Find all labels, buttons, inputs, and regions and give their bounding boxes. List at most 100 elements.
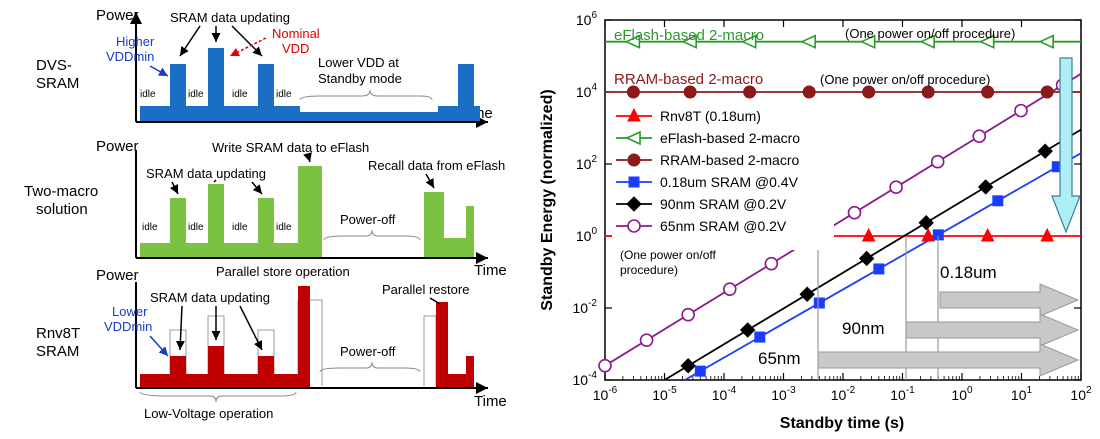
xlabel: Time — [474, 393, 507, 410]
legend-label: Rnv8T (0.18um) — [660, 108, 761, 124]
annotation-parallel-store: Parallel store operation — [216, 264, 350, 279]
legend-label: 90nm SRAM @0.2V — [660, 196, 787, 212]
legend-label: RRAM-based 2-macro — [660, 152, 799, 168]
power-trace — [140, 166, 322, 257]
data-point — [624, 34, 641, 49]
data-point — [626, 196, 642, 212]
annotation-90nm: 90nm — [842, 319, 885, 338]
data-point — [681, 307, 695, 322]
data-point — [626, 85, 640, 99]
annotation-eflash-procedure: (One power on/off procedure) — [845, 26, 1015, 41]
data-point — [921, 85, 935, 99]
y-tick-label: 10-2 — [573, 298, 598, 316]
idle-label: idle — [276, 222, 292, 233]
idle-label: idle — [232, 89, 248, 100]
power-trace-restore — [436, 302, 474, 387]
data-point — [754, 331, 766, 343]
y-axis-label: Standby Energy (normalized) — [539, 89, 556, 310]
data-point — [743, 85, 757, 99]
row-label: DVS-SRAM — [36, 57, 79, 92]
legend-label: 65nm SRAM @0.2V — [660, 218, 787, 234]
data-point — [1014, 103, 1028, 118]
data-point — [930, 154, 945, 169]
y-tick-label: 102 — [576, 154, 598, 172]
row-label: Rnv8T SRAM — [36, 325, 80, 360]
x-tick-label: 10-3 — [771, 385, 796, 403]
energy-chart: 10-6 10-5 10-4 10-3 10-2 10-1 100 101 102 10-410… — [539, 10, 1092, 432]
gray-arrow — [905, 313, 1080, 347]
data-point — [628, 176, 640, 188]
y-ticks: 10-4 10-2 100 102 104 106 — [573, 10, 1081, 388]
idle-label: idle — [276, 89, 292, 100]
y-tick-label: 100 — [576, 226, 598, 244]
legend-label: eFlash-based 2-macro — [660, 130, 800, 146]
annotation-eflash: eFlash-based 2-macro — [614, 27, 764, 44]
data-point — [740, 34, 757, 49]
data-point — [694, 365, 706, 377]
reduction-arrow — [1051, 57, 1081, 234]
x-tick-label: 10-4 — [712, 385, 737, 403]
annotation-poweroff: Power-off — [340, 344, 396, 359]
idle-label: idle — [188, 89, 204, 100]
annotation-018um: 0.18um — [940, 263, 997, 282]
data-point — [847, 205, 862, 220]
data-point — [627, 153, 641, 167]
data-point — [722, 282, 737, 296]
ylabel: Power — [96, 7, 139, 24]
annotation-updating: SRAM data updating — [146, 166, 266, 181]
xlabel: Time — [474, 262, 507, 279]
idle-label: idle — [188, 222, 204, 233]
annotation-low-voltage: Low-Voltage operation — [144, 406, 273, 421]
x-tick-label: 10-1 — [890, 385, 915, 403]
data-point — [813, 297, 825, 309]
x-axis-label: Standby time (s) — [780, 415, 904, 432]
data-point — [799, 286, 815, 302]
data-point — [627, 219, 641, 233]
data-point — [992, 195, 1004, 207]
panel-two-macro: Power Time Two-macro solution idle idle i… — [24, 138, 507, 279]
power-trace — [140, 48, 480, 121]
ylabel: Power — [96, 138, 139, 155]
data-point — [800, 34, 816, 49]
y-tick-label: 104 — [576, 82, 598, 100]
idle-label: idle — [142, 222, 158, 233]
data-point — [859, 34, 876, 49]
x-tick-label: 10-6 — [593, 385, 618, 403]
annotation-lower-vdd: Lower VDD at Standby mode — [318, 55, 402, 86]
data-point — [918, 215, 934, 231]
gray-arrow — [817, 343, 1080, 377]
data-point — [919, 34, 935, 49]
data-point — [598, 358, 612, 373]
data-point — [681, 34, 697, 49]
data-point — [862, 85, 876, 99]
data-point — [1040, 85, 1054, 99]
x-tick-label: 102 — [1070, 385, 1092, 403]
annotation-rnv8t-procedure: (One power on/off procedure) — [620, 248, 717, 277]
x-tick-label: 101 — [1011, 385, 1033, 403]
panel-dvs-sram: Power Time DVS-SRAM idle idle idle idle … — [36, 7, 493, 128]
data-point — [981, 85, 995, 99]
annotation-poweroff: Power-off — [340, 212, 396, 227]
ylabel: Power — [96, 267, 139, 284]
annotation-updating: SRAM data updating — [150, 290, 270, 305]
data-point — [683, 85, 697, 99]
data-point — [889, 180, 903, 194]
data-point — [1038, 34, 1054, 49]
panel-rnv8t: Power Time Rnv8T SRAM Parallel store oper… — [36, 264, 507, 421]
data-point — [978, 34, 995, 49]
data-point — [873, 263, 885, 275]
data-point — [802, 85, 816, 99]
data-point — [980, 227, 995, 242]
annotation-rram: RRAM-based 2-macro — [614, 71, 763, 88]
power-trace-recall — [424, 192, 474, 257]
annotation-lower-vddmin: Lower VDDmin — [104, 304, 152, 334]
annotation-rram-procedure: (One power on/off procedure) — [820, 72, 990, 87]
x-ticks: 10-6 10-5 10-4 10-3 10-2 10-1 100 101 102 — [593, 20, 1092, 403]
legend: Rnv8T (0.18um) eFlash-based 2-macro RRAM-b… — [612, 100, 834, 250]
row-label: Two-macro solution — [24, 183, 98, 218]
gray-arrow — [939, 283, 1080, 317]
y-tick-label: 106 — [576, 10, 598, 28]
data-point — [1040, 227, 1054, 242]
data-point — [625, 130, 641, 146]
